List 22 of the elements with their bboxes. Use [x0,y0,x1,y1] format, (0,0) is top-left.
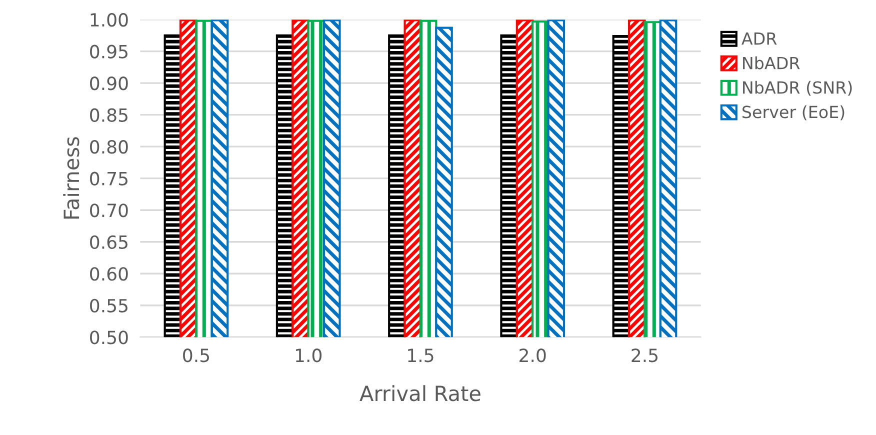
x-tick-label: 1.0 [296,348,322,362]
legend-label: NbADR (SNR) [743,80,852,96]
legend-label: NbADR [743,56,800,70]
y-tick-label: 0.65 [90,235,128,249]
legend-label: ADR [742,32,777,45]
y-tick-label: 0.85 [90,108,128,122]
y-tick-label: 0.80 [90,140,128,154]
y-tick-label: 1.00 [90,13,128,27]
y-tick-label: 0.50 [90,330,128,344]
y-tick-label: 0.70 [90,204,128,218]
y-tick-label: 0.60 [90,267,128,281]
legend-label: Server (EoE) [742,105,844,120]
x-axis-title: Arrival Rate [360,385,480,402]
x-tick-label: 1.5 [408,348,434,362]
y-tick-label: 0.90 [90,76,128,90]
x-tick-label: 2.5 [632,348,658,362]
y-tick-label: 0.55 [90,298,128,312]
x-tick-label: 2.0 [520,348,546,362]
y-tick-label: 0.95 [90,44,128,58]
x-tick-label: 0.5 [183,348,210,362]
y-axis-title: Fairness [63,137,80,219]
y-tick-label: 0.75 [90,172,128,186]
